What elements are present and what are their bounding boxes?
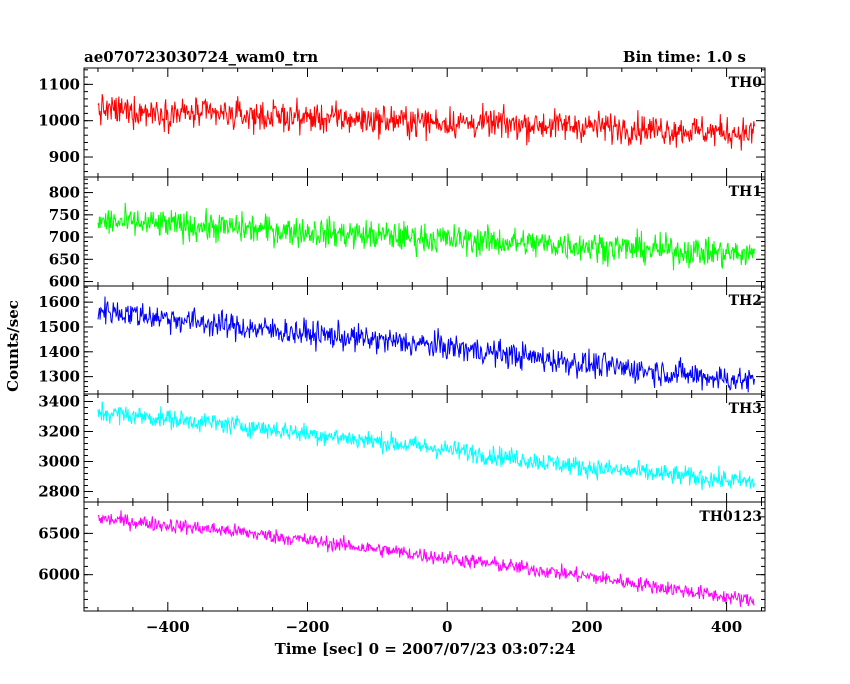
y-tick-label: 1400 <box>38 343 80 361</box>
panel-th0123: 6000 6500 TH0123 <box>38 501 766 612</box>
panel-th0: 900 1000 1100 TH0 <box>38 67 766 178</box>
x-tick-label: 0 <box>442 618 452 636</box>
x-tick-label: 400 <box>711 618 742 636</box>
y-tick-label: 1100 <box>38 75 80 93</box>
y-tick-label: 700 <box>49 228 80 246</box>
y-tick-label: 6500 <box>38 524 80 542</box>
series-line-th0 <box>97 94 755 151</box>
y-tick-label: 3200 <box>38 423 80 441</box>
y-tick-label: 1600 <box>38 293 80 311</box>
y-tick-label: 1300 <box>38 368 80 386</box>
panel-frame <box>83 501 766 612</box>
panel-th3: 2800 3000 3200 3400 TH3 <box>38 393 766 503</box>
y-tick-label: 3000 <box>38 453 80 471</box>
y-tick-label: 3400 <box>38 393 80 411</box>
panel-label: TH0123 <box>699 509 762 525</box>
x-axis-label: Time [sec] 0 = 2007/07/23 03:07:24 <box>275 640 576 658</box>
panel-label: TH0 <box>729 75 763 91</box>
y-tick-label: 600 <box>49 273 80 291</box>
series-line-th3 <box>97 401 755 491</box>
panel-label: TH3 <box>729 401 762 417</box>
panel-label: TH1 <box>729 184 762 200</box>
series-line-th2 <box>97 296 755 393</box>
bin-time-label: Bin time: 1.0 s <box>623 48 746 66</box>
y-tick-label: 800 <box>49 184 80 202</box>
y-tick-label: 1500 <box>38 318 80 336</box>
y-tick-label: 6000 <box>38 566 80 584</box>
panel-frame <box>83 285 766 395</box>
panel-label: TH2 <box>729 293 762 309</box>
chart-title: ae070723030724_wam0_trn <box>84 48 318 66</box>
x-tick-label: −400 <box>146 618 190 636</box>
series-line-th0123 <box>97 510 755 607</box>
panel-th2: 1300 1400 1500 1600 TH2 <box>38 285 766 395</box>
panel-th1: 600 650 700 750 800 TH1 <box>49 176 766 291</box>
y-tick-label: 650 <box>49 250 80 268</box>
series-line-th1 <box>97 202 755 271</box>
x-tick-label: −200 <box>286 618 330 636</box>
panels-group: 900 1000 1100 TH0 600 650 700 750 800 TH1 1300 1400… <box>38 67 766 612</box>
y-tick-label: 2800 <box>38 483 80 501</box>
y-tick-label: 750 <box>49 206 80 224</box>
x-axis: −400 −200 0 200 400 <box>146 618 742 636</box>
x-tick-label: 200 <box>571 618 602 636</box>
panel-frame <box>83 393 766 503</box>
y-tick-label: 900 <box>49 148 80 166</box>
y-axis-label: Counts/sec <box>4 300 22 392</box>
y-tick-label: 1000 <box>38 112 80 130</box>
